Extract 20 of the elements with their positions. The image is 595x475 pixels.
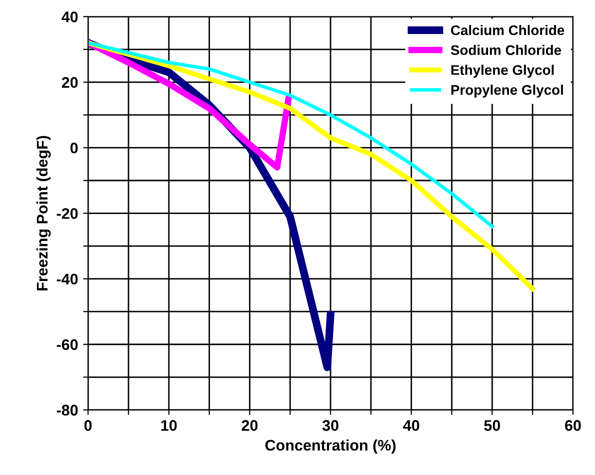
x-axis-title: Concentration (%) (265, 439, 396, 454)
legend-label: Ethylene Glycol (451, 64, 554, 78)
legend-label: Sodium Chloride (450, 44, 562, 56)
y-axis-title: Freezing Point (degF) (36, 136, 51, 290)
x-tick-label: 20 (242, 420, 258, 431)
y-tick-label: -40 (56, 274, 78, 285)
y-tick-label: -60 (56, 339, 78, 350)
x-tick-label: 50 (484, 420, 500, 431)
x-tick-label: 40 (403, 420, 420, 431)
legend-label: Propylene Glycol (451, 84, 563, 98)
y-tick-label: 20 (62, 77, 78, 88)
legend-label: Calcium Chloride (451, 24, 564, 36)
y-tick-label: 40 (62, 11, 78, 22)
x-tick-label: 10 (161, 420, 177, 431)
y-tick-label: 0 (70, 142, 78, 154)
x-tick-label: 60 (565, 420, 581, 431)
x-tick-label: 0 (84, 420, 92, 431)
y-tick-label: -80 (56, 404, 78, 416)
x-tick-label: 30 (322, 420, 338, 431)
y-tick-label: -20 (56, 208, 78, 219)
